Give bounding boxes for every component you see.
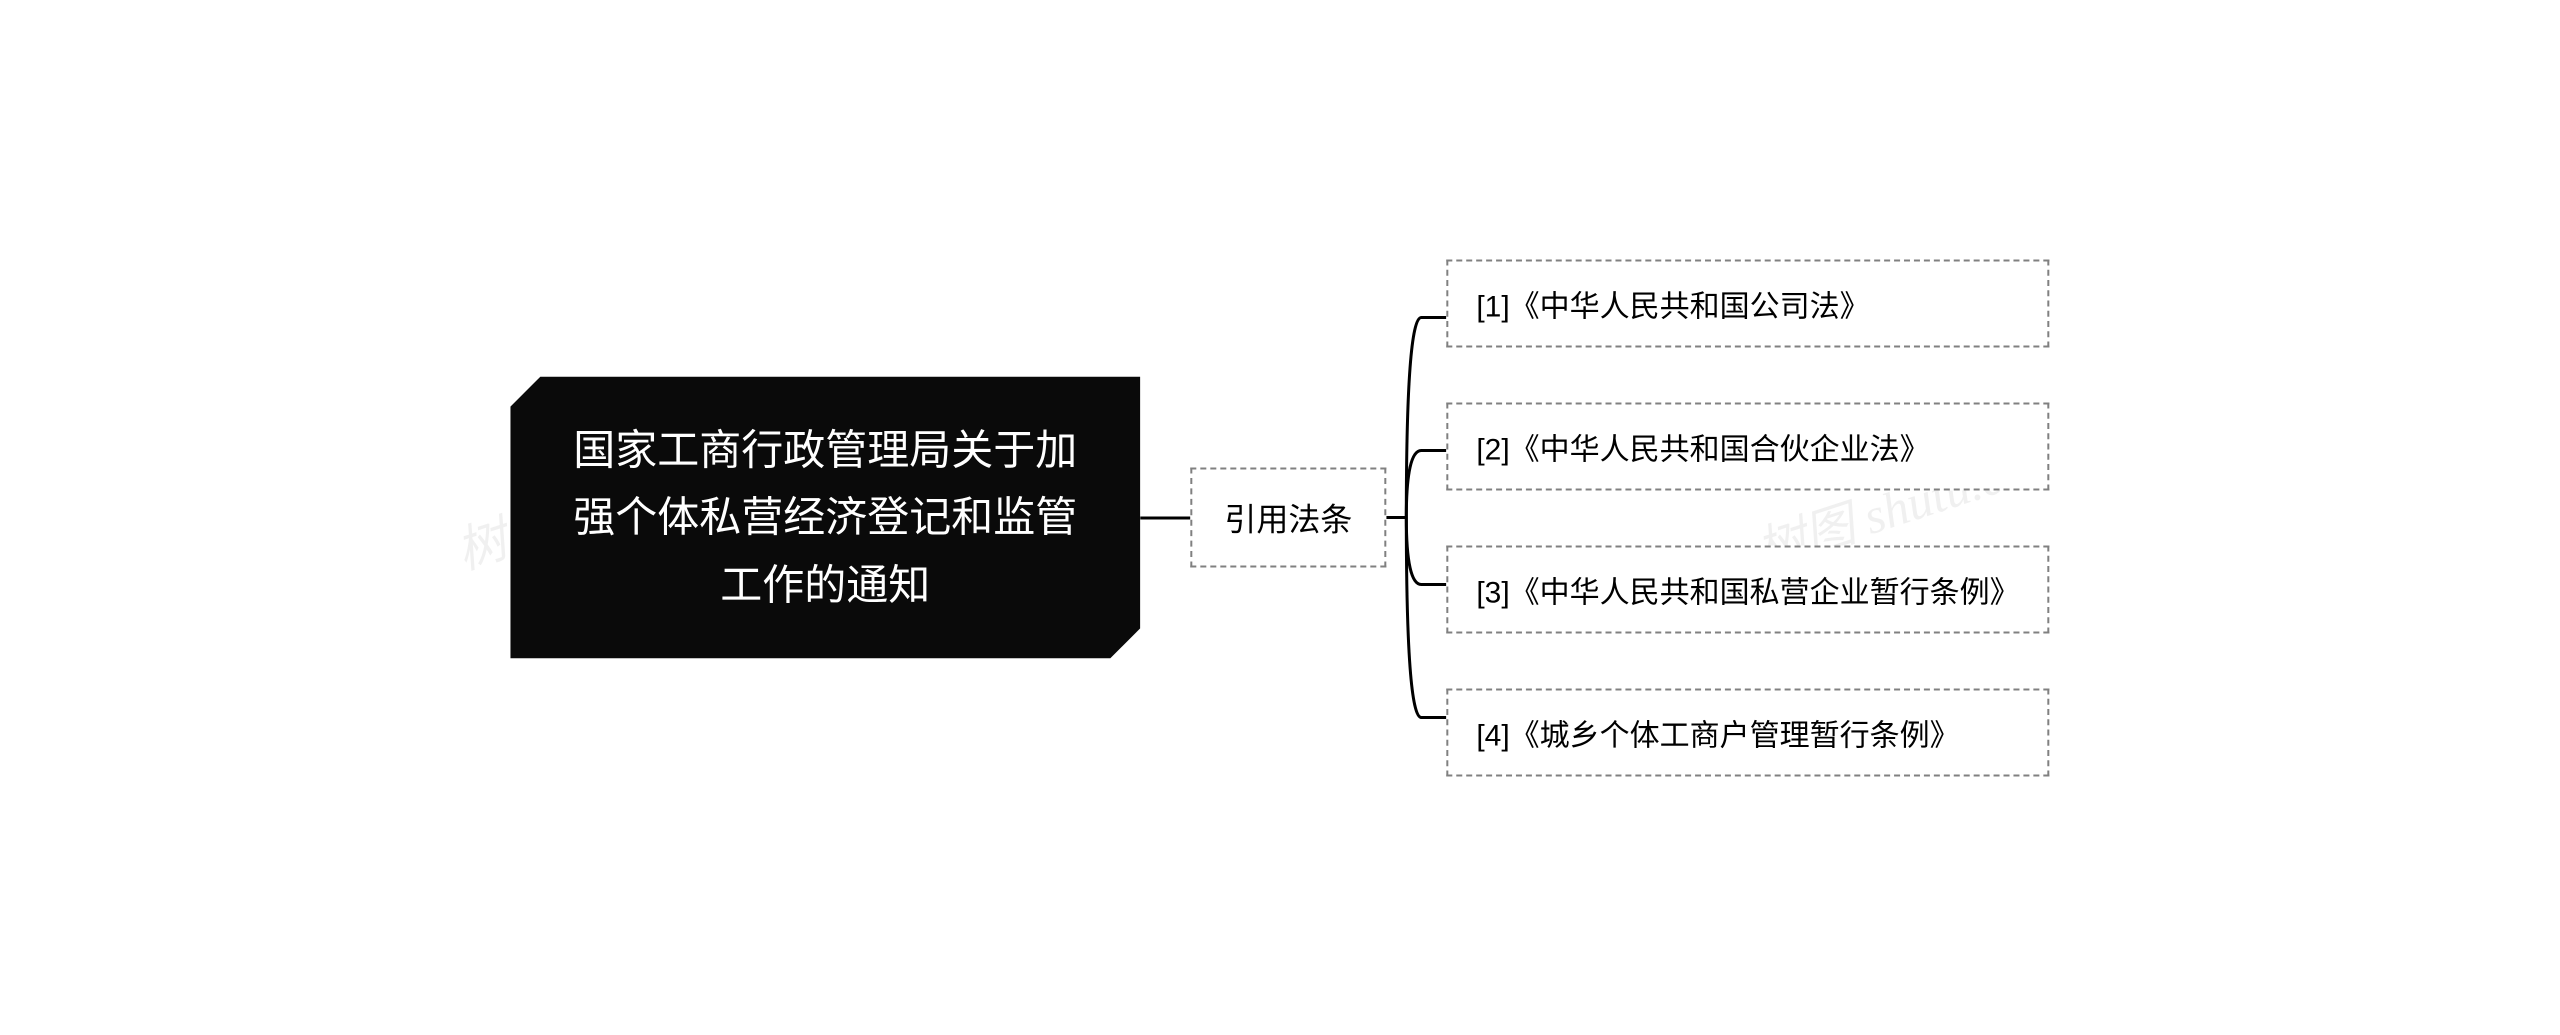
leaf-group: [1]《中华人民共和国公司法》 [2]《中华人民共和国合伙企业法》 [3]《中华… (1446, 259, 2049, 776)
leaf-label: [3]《中华人民共和国私营企业暂行条例》 (1476, 576, 2019, 609)
leaf-node-2: [2]《中华人民共和国合伙企业法》 (1446, 402, 2049, 490)
branch-label: 引用法条 (1224, 502, 1352, 538)
branch-to-leaves-connector (1386, 278, 1446, 758)
branch-node: 引用法条 (1190, 468, 1386, 568)
leaf-label: [4]《城乡个体工商户管理暂行条例》 (1476, 719, 1959, 752)
leaf-label: [2]《中华人民共和国合伙企业法》 (1476, 433, 1929, 466)
leaf-label: [1]《中华人民共和国公司法》 (1476, 290, 1869, 323)
mindmap-container: 国家工商行政管理局关于加强个体私营经济登记和监管工作的通知 引用法条 [1]《中… (510, 259, 2049, 776)
leaf-node-1: [1]《中华人民共和国公司法》 (1446, 259, 2049, 347)
leaf-node-4: [4]《城乡个体工商户管理暂行条例》 (1446, 688, 2049, 776)
root-text: 国家工商行政管理局关于加强个体私营经济登记和监管工作的通知 (573, 427, 1077, 608)
root-connector-line (1140, 516, 1190, 519)
root-node: 国家工商行政管理局关于加强个体私营经济登记和监管工作的通知 (510, 377, 1140, 659)
leaf-node-3: [3]《中华人民共和国私营企业暂行条例》 (1446, 545, 2049, 633)
